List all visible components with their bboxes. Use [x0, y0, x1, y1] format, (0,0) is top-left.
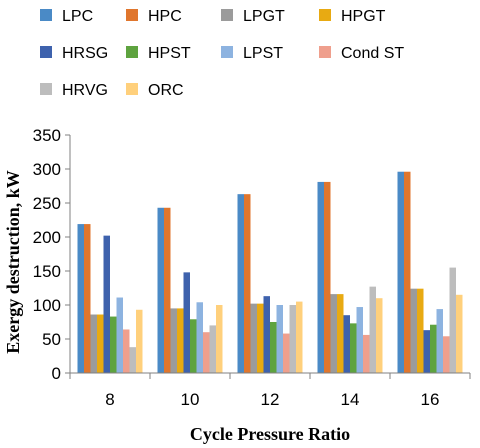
bar-hpgt-12 — [257, 303, 264, 373]
bar-hrsg-8 — [103, 235, 110, 373]
legend-swatch-hpc — [126, 9, 138, 21]
bar-hrvg-10 — [209, 325, 216, 373]
bar-lpst-12 — [276, 305, 283, 373]
bar-lpc-12 — [237, 194, 244, 373]
bar-hpc-10 — [164, 207, 171, 373]
x-tick-label: 8 — [105, 390, 114, 409]
y-tick-label: 50 — [42, 330, 61, 349]
legend-swatch-lpc — [40, 9, 52, 21]
legend-label-lpst: LPST — [243, 45, 283, 62]
legend-label-lpgt: LPGT — [243, 8, 285, 25]
bar-lpgt-10 — [170, 308, 177, 373]
legend-swatch-lpst — [221, 46, 233, 58]
legend-swatch-lpgt — [221, 9, 233, 21]
bar-cond-st-10 — [203, 332, 210, 373]
bar-lpst-8 — [116, 297, 123, 373]
y-axis-ticks: 0 50 100 150 200 250 300 350 — [33, 126, 70, 383]
bar-lpgt-12 — [250, 303, 257, 373]
bar-hpc-16 — [404, 171, 411, 373]
bar-hrsg-16 — [423, 330, 430, 373]
bar-hpc-8 — [84, 224, 91, 373]
y-tick-label: 250 — [33, 194, 61, 213]
chart-axes — [69, 135, 470, 374]
bar-hpc-14 — [324, 181, 331, 373]
y-tick-label: 100 — [33, 296, 61, 315]
bar-cond-st-14 — [363, 334, 370, 373]
x-tick-label: 12 — [261, 390, 280, 409]
bar-hrvg-12 — [289, 305, 296, 373]
bar-hrsg-14 — [343, 315, 350, 373]
y-axis-title: Exergy destruction, kW — [3, 170, 23, 354]
bar-hpst-12 — [270, 322, 277, 373]
bar-cond-st-16 — [443, 336, 450, 373]
bar-orc-12 — [296, 301, 303, 373]
bar-hrvg-8 — [129, 347, 136, 373]
bar-lpgt-14 — [330, 294, 337, 373]
legend-label-lpc: LPC — [62, 8, 93, 25]
legend-swatch-cond-st — [319, 46, 331, 58]
bar-group — [77, 171, 463, 373]
x-tick-label: 14 — [341, 390, 360, 409]
legend-swatch-hrsg — [40, 46, 52, 58]
bar-orc-8 — [136, 309, 143, 373]
bar-hpst-16 — [430, 324, 437, 373]
bar-lpgt-16 — [410, 288, 417, 373]
bar-cond-st-8 — [123, 329, 130, 373]
bar-hpgt-8 — [97, 314, 104, 373]
bar-lpst-14 — [356, 307, 363, 373]
legend-swatch-hpst — [126, 46, 138, 58]
bar-hpgt-16 — [417, 288, 424, 373]
bar-hpc-12 — [244, 194, 251, 373]
bar-hpst-14 — [350, 323, 357, 373]
bar-hrsg-10 — [183, 272, 190, 373]
bar-orc-16 — [456, 294, 463, 373]
bar-orc-14 — [376, 298, 383, 373]
legend-swatch-hrvg — [40, 83, 52, 95]
bar-lpc-10 — [157, 207, 164, 373]
bar-lpst-16 — [436, 309, 443, 373]
y-tick-label: 150 — [33, 262, 61, 281]
legend-label-hrsg: HRSG — [62, 45, 108, 62]
legend-swatch-hpgt — [319, 9, 331, 21]
bar-orc-10 — [216, 305, 223, 373]
legend-label-orc: ORC — [148, 82, 184, 99]
bar-lpst-10 — [196, 302, 203, 373]
chart-legend: LPC HPC LPGT HPGT HRSG HPST LPST Cond ST HRVG ORC — [40, 8, 404, 99]
legend-label-cond-st: Cond ST — [341, 45, 404, 62]
y-tick-label: 350 — [33, 126, 61, 145]
y-tick-label: 0 — [52, 364, 61, 383]
legend-label-hpgt: HPGT — [341, 8, 386, 25]
bar-cond-st-12 — [283, 333, 290, 373]
legend-label-hrvg: HRVG — [62, 82, 108, 99]
y-tick-label: 200 — [33, 228, 61, 247]
bar-hpgt-14 — [337, 294, 344, 373]
x-tick-label: 10 — [181, 390, 200, 409]
bar-hrvg-16 — [449, 267, 456, 373]
bar-hpgt-10 — [177, 308, 184, 373]
legend-label-hpst: HPST — [148, 45, 191, 62]
bar-hrvg-14 — [369, 286, 376, 373]
legend-label-hpc: HPC — [148, 8, 182, 25]
y-tick-label: 300 — [33, 160, 61, 179]
bar-lpc-16 — [397, 171, 404, 373]
bar-lpc-14 — [317, 181, 324, 373]
bar-hrsg-12 — [263, 296, 270, 373]
bar-lpgt-8 — [90, 314, 97, 373]
bar-hpst-8 — [110, 316, 117, 373]
bar-lpc-8 — [77, 224, 84, 373]
bar-hpst-10 — [190, 319, 197, 373]
legend-swatch-orc — [126, 83, 138, 95]
x-axis-title: Cycle Pressure Ratio — [190, 424, 350, 444]
x-tick-label: 16 — [421, 390, 440, 409]
x-axis-ticks: 8 10 12 14 16 — [69, 373, 471, 409]
